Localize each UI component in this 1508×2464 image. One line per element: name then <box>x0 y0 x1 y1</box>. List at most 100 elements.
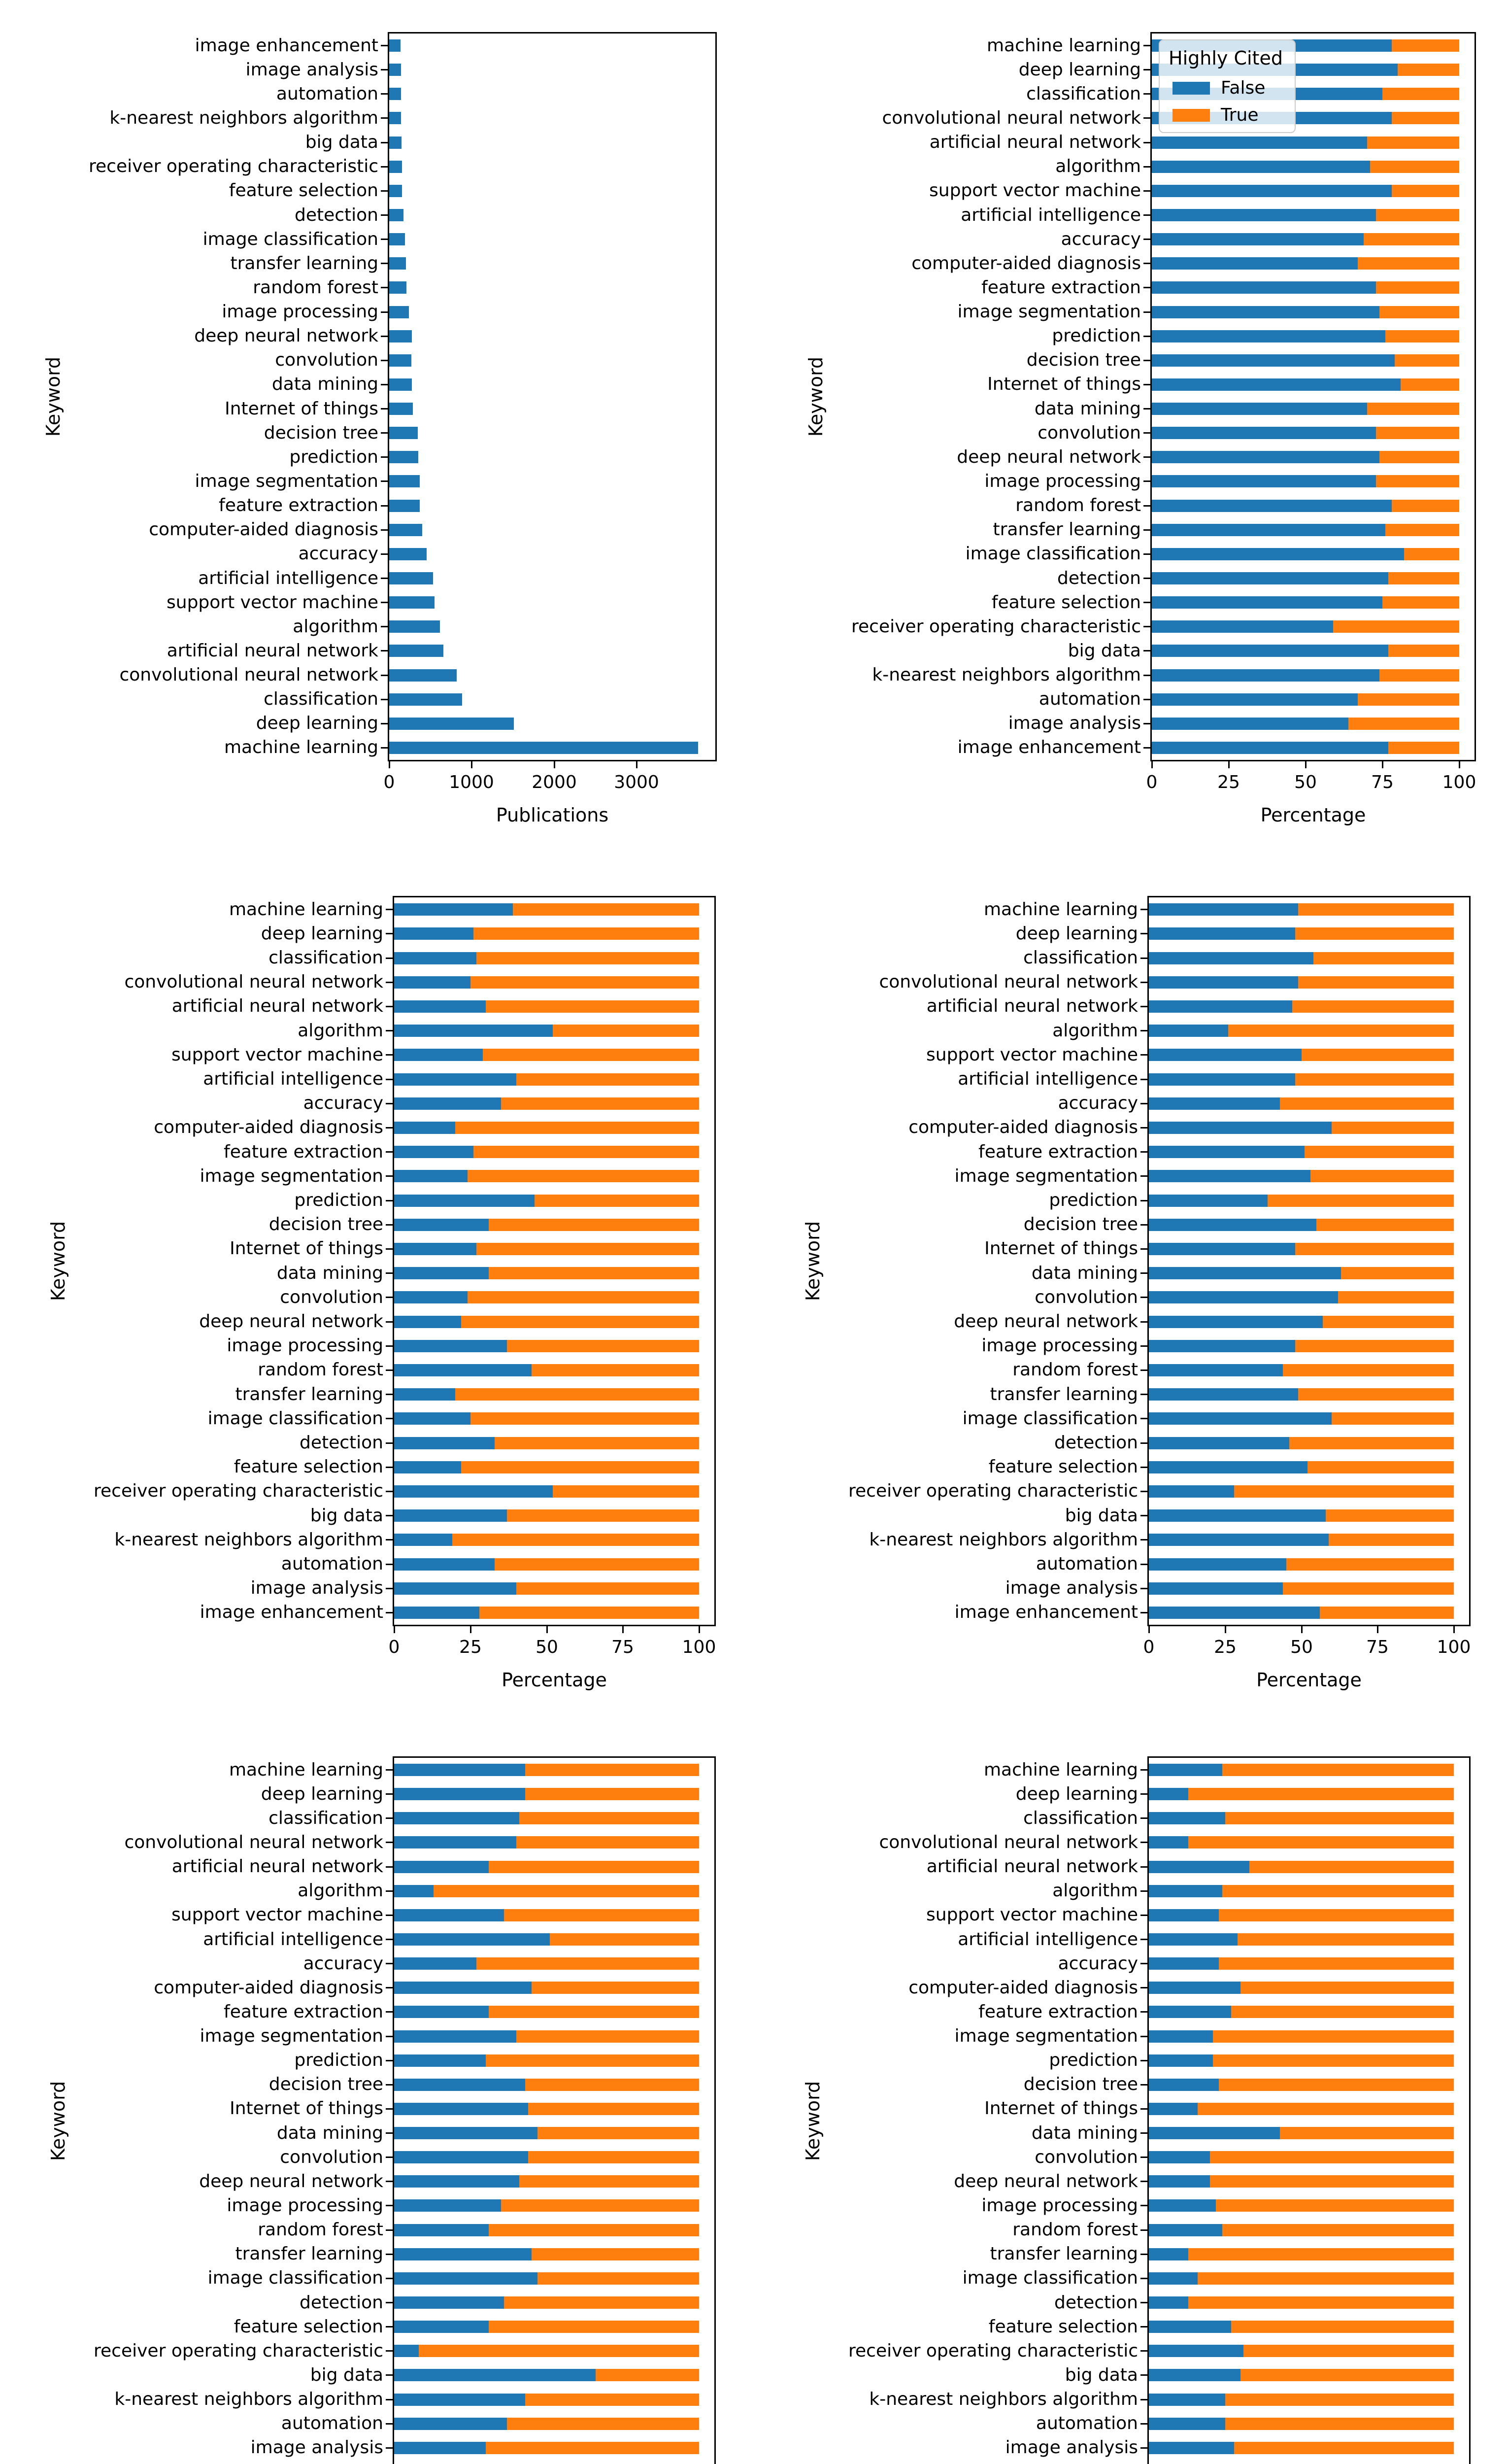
publications-bar <box>389 233 405 245</box>
bar-false-segment <box>394 1267 489 1279</box>
y-tick-mark <box>1140 2084 1147 2086</box>
category-label: detection <box>1057 568 1141 588</box>
category-label: prediction <box>1049 1190 1138 1210</box>
bar-true-segment <box>1388 572 1459 584</box>
category-label: convolutional neural network <box>882 108 1141 128</box>
bar-true-segment <box>1310 1170 1454 1182</box>
y-tick-mark <box>386 1030 393 1031</box>
category-label: image analysis <box>250 1578 383 1598</box>
bar-false-segment <box>394 1607 479 1619</box>
y-tick-mark <box>386 2399 393 2400</box>
y-tick-mark <box>1143 311 1150 313</box>
category-label: classification <box>1023 1808 1138 1828</box>
publications-bar <box>389 354 411 367</box>
y-tick-mark <box>1140 1321 1147 1323</box>
y-tick-mark <box>1143 166 1150 168</box>
y-tick-mark <box>386 2278 393 2279</box>
bar-false-segment <box>394 2199 501 2212</box>
category-label: big data <box>1068 641 1141 661</box>
legend-swatch-false <box>1173 81 1210 95</box>
bar-false-segment <box>1149 2272 1198 2285</box>
bar-false-segment <box>394 1146 473 1158</box>
x-tick-mark <box>1151 761 1153 768</box>
y-tick-mark <box>381 117 388 119</box>
bar-false-segment <box>1149 2369 1240 2381</box>
y-tick-mark <box>386 1418 393 1419</box>
bar-true-segment <box>1249 1861 1454 1873</box>
y-tick-mark <box>386 2326 393 2327</box>
y-tick-mark <box>1140 1442 1147 1444</box>
bar-false-segment <box>1152 306 1379 318</box>
plot-area <box>393 896 716 1626</box>
bar-false-segment <box>394 1812 519 1824</box>
category-label: deep learning <box>1015 1784 1138 1804</box>
y-tick-mark <box>1140 2132 1147 2134</box>
y-tick-mark <box>386 1442 393 1444</box>
y-tick-mark <box>386 1200 393 1201</box>
category-label: feature selection <box>234 2317 383 2337</box>
bar-false-segment <box>394 1957 476 1970</box>
bar-false-segment <box>1149 1000 1292 1013</box>
bar-true-segment <box>553 1025 699 1037</box>
x-tick-label: 100 <box>1437 1637 1471 1657</box>
y-tick-mark <box>1143 45 1150 46</box>
bar-true-segment <box>1295 1073 1454 1086</box>
bar-false-segment <box>1149 1788 1188 1800</box>
category-label: data mining <box>1034 399 1141 419</box>
y-tick-mark <box>1140 1151 1147 1153</box>
category-label: Internet of things <box>984 1238 1138 1259</box>
y-tick-mark <box>1143 287 1150 288</box>
y-tick-mark <box>1140 2205 1147 2206</box>
bar-false-segment <box>1149 2030 1213 2043</box>
bar-false-segment <box>1152 161 1370 173</box>
bar-true-segment <box>1385 524 1459 536</box>
bar-true-segment <box>1348 718 1459 730</box>
category-label: convolution <box>1038 423 1141 443</box>
y-tick-mark <box>386 2060 393 2061</box>
y-tick-mark <box>1140 1939 1147 1940</box>
y-tick-mark <box>1140 1915 1147 1916</box>
y-tick-mark <box>386 1939 393 1940</box>
bar-true-segment <box>525 2079 699 2091</box>
bar-false-segment <box>1149 1291 1338 1303</box>
category-label: k-nearest neighbors algorithm <box>869 2389 1138 2409</box>
category-label: feature selection <box>229 180 378 201</box>
category-label: deep neural network <box>199 2171 383 2191</box>
category-label: image processing <box>981 2195 1138 2216</box>
bar-false-segment <box>394 1243 476 1255</box>
bar-true-segment <box>486 2054 699 2067</box>
category-label: automation <box>281 2413 383 2433</box>
y-tick-mark <box>1140 1588 1147 1589</box>
bar-true-segment <box>489 2224 699 2236</box>
bar-true-segment <box>476 1243 699 1255</box>
bar-true-segment <box>504 1909 699 1921</box>
x-axis-label: Percentage <box>1260 804 1366 826</box>
y-tick-mark <box>1143 69 1150 70</box>
category-label: prediction <box>1052 326 1141 346</box>
y-tick-mark <box>381 336 388 337</box>
bar-false-segment <box>394 2369 596 2381</box>
bar-false-segment <box>394 2442 486 2454</box>
plot-area <box>393 1756 716 2464</box>
bar-false-segment <box>394 2127 537 2139</box>
category-label: machine learning <box>229 899 383 920</box>
bar-false-segment <box>394 1509 507 1522</box>
category-label: feature extraction <box>224 2002 383 2022</box>
bar-false-segment <box>394 1933 550 1946</box>
x-tick-label: 2000 <box>532 772 577 792</box>
bar-false-segment <box>394 1788 525 1800</box>
y-tick-mark <box>386 1467 393 1468</box>
y-tick-mark <box>386 1987 393 1988</box>
bar-false-segment <box>1152 693 1358 706</box>
bar-true-segment <box>1188 1836 1454 1848</box>
category-label: decision tree <box>268 2074 383 2094</box>
y-tick-mark <box>1140 2278 1147 2279</box>
bar-false-segment <box>1149 1049 1302 1061</box>
category-label: computer-aided diagnosis <box>908 1117 1138 1137</box>
bar-false-segment <box>394 2079 525 2091</box>
x-tick-mark <box>636 761 637 768</box>
publications-bar <box>389 572 433 584</box>
y-tick-mark <box>1143 747 1150 749</box>
bar-true-segment <box>470 976 699 989</box>
